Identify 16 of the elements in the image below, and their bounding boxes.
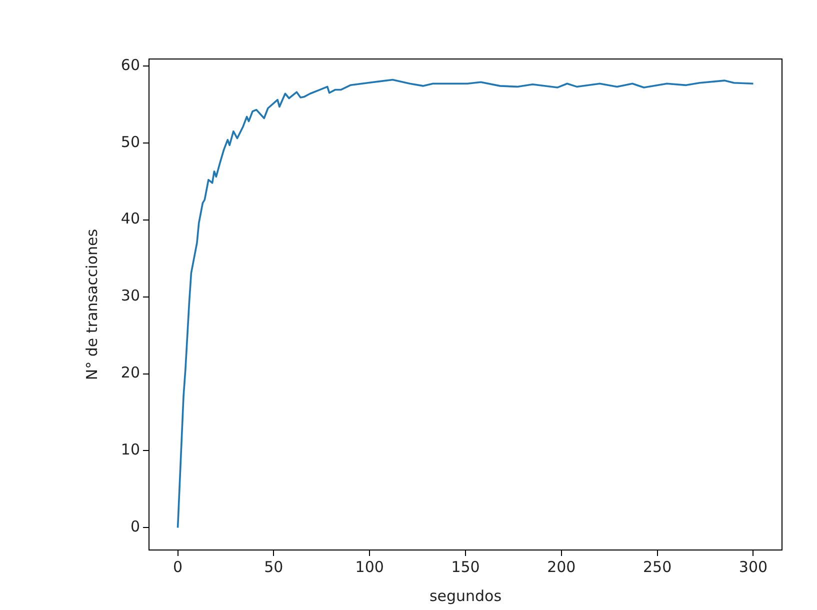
y-tick-label: 10 bbox=[120, 440, 140, 459]
y-tick-label: 0 bbox=[130, 518, 140, 536]
x-tick-label: 150 bbox=[451, 558, 480, 576]
x-tick-label: 200 bbox=[547, 558, 576, 576]
y-tick-label: 60 bbox=[120, 56, 140, 74]
y-tick-label: 50 bbox=[120, 132, 140, 151]
x-tick-label: 100 bbox=[355, 558, 384, 576]
x-tick-label: 0 bbox=[173, 558, 183, 576]
x-tick-label: 250 bbox=[643, 558, 672, 576]
x-axis-title: segundos bbox=[429, 586, 502, 605]
x-tick-label: 50 bbox=[264, 558, 284, 576]
y-axis-title: N° de transacciones bbox=[82, 228, 101, 380]
y-tick-label: 30 bbox=[120, 286, 140, 305]
x-tick-label: 300 bbox=[738, 558, 768, 576]
y-tick-label: 40 bbox=[120, 210, 140, 228]
y-tick-label: 20 bbox=[120, 364, 140, 382]
